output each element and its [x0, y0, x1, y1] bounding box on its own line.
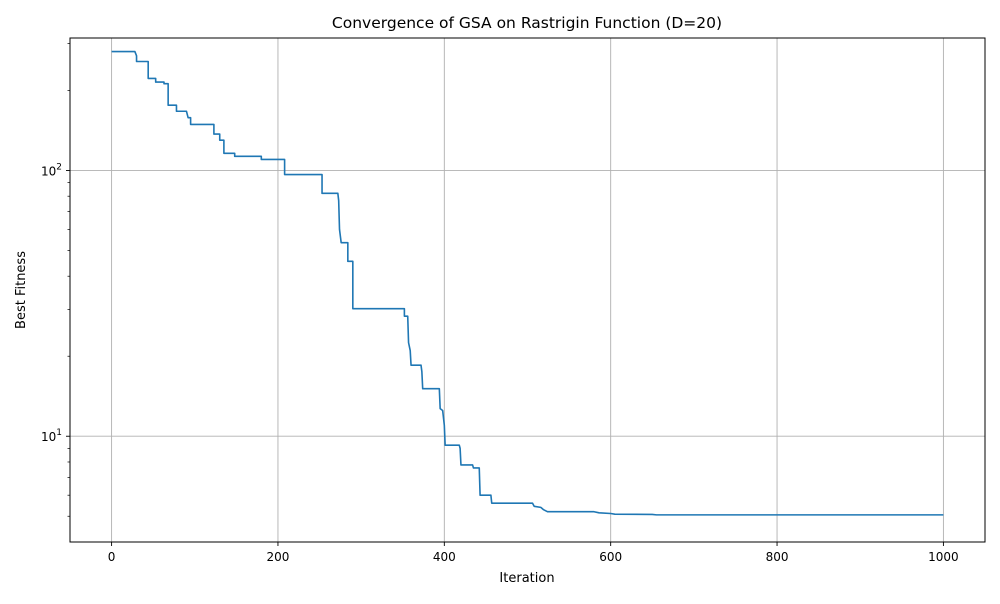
tick-layer: 0 200 400 600 800 1000 101 102	[41, 43, 959, 564]
series-layer	[111, 50, 944, 516]
y-axis-label: Best Fitness	[14, 251, 29, 329]
y-tick-label: 101	[41, 428, 62, 444]
x-tick-label: 400	[433, 550, 456, 564]
x-tick-label: 1000	[928, 550, 959, 564]
series-line	[111, 50, 944, 516]
x-axis-label: Iteration	[499, 571, 554, 586]
grid-layer	[70, 38, 985, 542]
x-tick-label: 200	[267, 550, 290, 564]
x-tick-label: 600	[599, 550, 622, 564]
plot-frame	[69, 37, 986, 543]
x-tick-label: 0	[108, 550, 116, 564]
x-tick-label: 800	[766, 550, 789, 564]
y-tick-label: 102	[41, 162, 62, 178]
chart-title: Convergence of GSA on Rastrigin Function…	[332, 14, 722, 32]
